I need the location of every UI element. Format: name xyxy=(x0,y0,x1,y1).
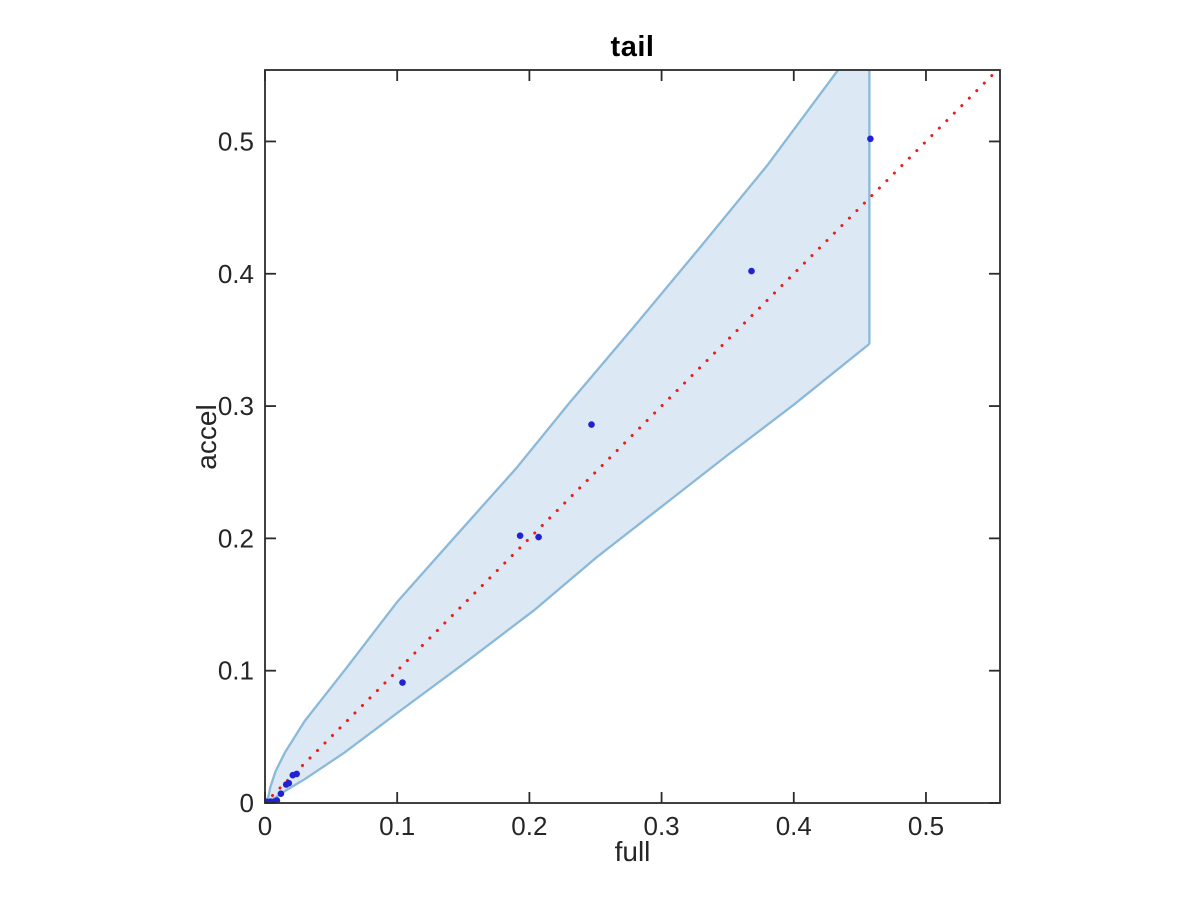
y-tick-label: 0.2 xyxy=(218,523,254,553)
x-tick-label: 0.2 xyxy=(511,811,547,841)
data-points xyxy=(265,135,874,803)
y-tick-label: 0 xyxy=(240,788,254,818)
y-tick-label: 0.3 xyxy=(218,391,254,421)
x-tick-label: 0 xyxy=(258,811,272,841)
data-point xyxy=(516,532,524,539)
chart-title: tail xyxy=(610,31,655,63)
x-tick-label: 0.3 xyxy=(644,811,680,841)
x-axis-label: full xyxy=(614,836,651,867)
confidence-band-lower-edge xyxy=(267,343,871,802)
identity-line xyxy=(265,70,1000,803)
x-tick-label: 0.1 xyxy=(379,811,415,841)
x-tick-label: 0.4 xyxy=(776,811,812,841)
y-tick-label: 0.5 xyxy=(218,126,254,156)
y-tick-label: 0.4 xyxy=(218,259,254,289)
data-point xyxy=(399,679,406,686)
data-point xyxy=(285,779,293,787)
confidence-band-fill xyxy=(267,70,870,801)
axis-ticks xyxy=(264,70,1000,804)
confidence-band xyxy=(266,70,871,802)
data-point xyxy=(535,533,542,541)
data-point xyxy=(277,790,285,797)
data-point xyxy=(588,421,595,428)
data-point xyxy=(867,135,874,143)
data-point xyxy=(748,267,755,275)
axes-box xyxy=(264,69,1001,804)
data-point xyxy=(273,797,281,803)
confidence-band-upper-edge xyxy=(266,70,871,801)
data-point xyxy=(293,770,301,778)
x-tick-label: 0.5 xyxy=(908,811,944,841)
y-tick-label: 0.1 xyxy=(218,656,254,686)
